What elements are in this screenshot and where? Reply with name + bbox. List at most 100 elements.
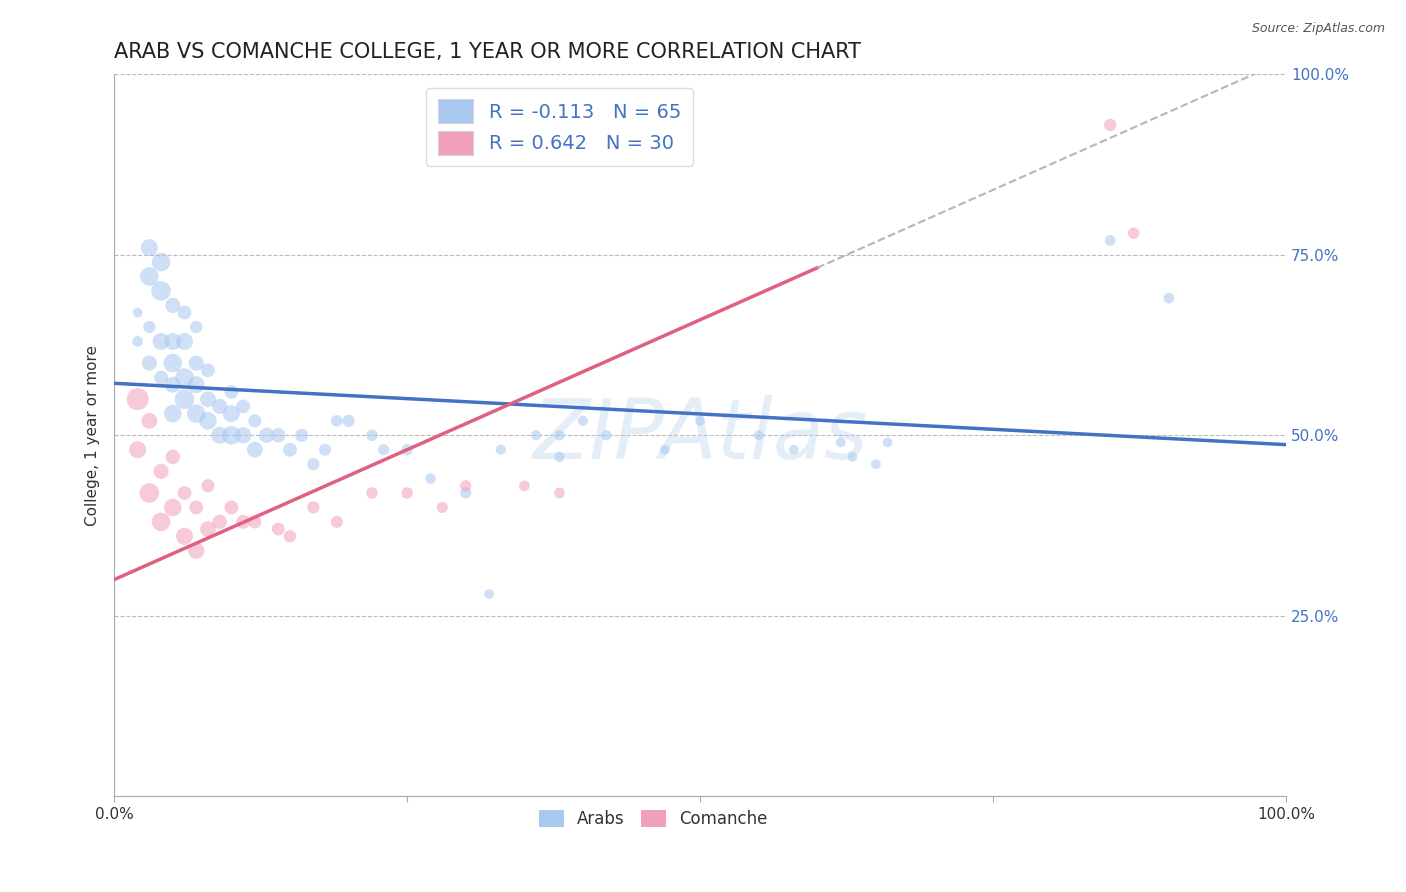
Point: [548, 486, 571, 500]
Point: [243, 515, 266, 529]
Point: [513, 479, 536, 493]
Point: [876, 435, 898, 450]
Point: [197, 392, 219, 407]
Point: [489, 442, 512, 457]
Point: [373, 442, 395, 457]
Point: [162, 298, 184, 312]
Point: [127, 442, 149, 457]
Point: [138, 241, 160, 255]
Point: [1122, 226, 1144, 240]
Point: [267, 428, 290, 442]
Point: [138, 486, 160, 500]
Text: ZIPAtlas: ZIPAtlas: [533, 395, 868, 475]
Point: [478, 587, 501, 601]
Point: [243, 442, 266, 457]
Point: [186, 500, 208, 515]
Point: [138, 320, 160, 334]
Point: [208, 400, 231, 414]
Point: [361, 486, 384, 500]
Point: [221, 428, 243, 442]
Text: ARAB VS COMANCHE COLLEGE, 1 YEAR OR MORE CORRELATION CHART: ARAB VS COMANCHE COLLEGE, 1 YEAR OR MORE…: [114, 42, 862, 62]
Point: [396, 486, 419, 500]
Point: [337, 414, 360, 428]
Point: [138, 414, 160, 428]
Point: [173, 305, 195, 319]
Point: [173, 370, 195, 384]
Point: [186, 320, 208, 334]
Point: [162, 407, 184, 421]
Point: [162, 377, 184, 392]
Point: [150, 515, 173, 529]
Point: [197, 479, 219, 493]
Point: [150, 464, 173, 478]
Point: [361, 428, 384, 442]
Y-axis label: College, 1 year or more: College, 1 year or more: [86, 344, 100, 525]
Point: [256, 428, 278, 442]
Point: [221, 407, 243, 421]
Point: [232, 515, 254, 529]
Point: [197, 363, 219, 377]
Point: [127, 392, 149, 407]
Point: [419, 471, 441, 485]
Point: [1099, 118, 1122, 132]
Point: [150, 284, 173, 298]
Point: [326, 515, 349, 529]
Point: [267, 522, 290, 536]
Point: [595, 428, 617, 442]
Point: [197, 414, 219, 428]
Point: [232, 428, 254, 442]
Point: [150, 255, 173, 269]
Point: [186, 377, 208, 392]
Point: [162, 500, 184, 515]
Point: [221, 384, 243, 399]
Point: [314, 442, 336, 457]
Point: [208, 515, 231, 529]
Point: [830, 435, 852, 450]
Point: [689, 414, 711, 428]
Point: [1099, 234, 1122, 248]
Point: [150, 334, 173, 349]
Point: [548, 428, 571, 442]
Point: [278, 529, 301, 543]
Point: [654, 442, 676, 457]
Point: [186, 356, 208, 370]
Point: [783, 442, 806, 457]
Legend: Arabs, Comanche: Arabs, Comanche: [531, 803, 775, 835]
Point: [186, 543, 208, 558]
Point: [127, 334, 149, 349]
Point: [127, 305, 149, 319]
Point: [865, 457, 887, 471]
Point: [173, 529, 195, 543]
Point: [572, 414, 595, 428]
Point: [524, 428, 547, 442]
Point: [173, 334, 195, 349]
Point: [162, 450, 184, 464]
Point: [326, 414, 349, 428]
Point: [150, 370, 173, 384]
Point: [173, 392, 195, 407]
Point: [162, 334, 184, 349]
Point: [173, 486, 195, 500]
Point: [138, 269, 160, 284]
Point: [221, 500, 243, 515]
Point: [302, 457, 325, 471]
Point: [138, 356, 160, 370]
Point: [396, 442, 419, 457]
Point: [243, 414, 266, 428]
Point: [1157, 291, 1180, 305]
Point: [432, 500, 454, 515]
Point: [454, 479, 477, 493]
Point: [278, 442, 301, 457]
Point: [548, 450, 571, 464]
Text: Source: ZipAtlas.com: Source: ZipAtlas.com: [1251, 22, 1385, 36]
Point: [291, 428, 314, 442]
Point: [208, 428, 231, 442]
Point: [302, 500, 325, 515]
Point: [841, 450, 863, 464]
Point: [197, 522, 219, 536]
Point: [162, 356, 184, 370]
Point: [454, 486, 477, 500]
Point: [186, 407, 208, 421]
Point: [232, 400, 254, 414]
Point: [748, 428, 770, 442]
